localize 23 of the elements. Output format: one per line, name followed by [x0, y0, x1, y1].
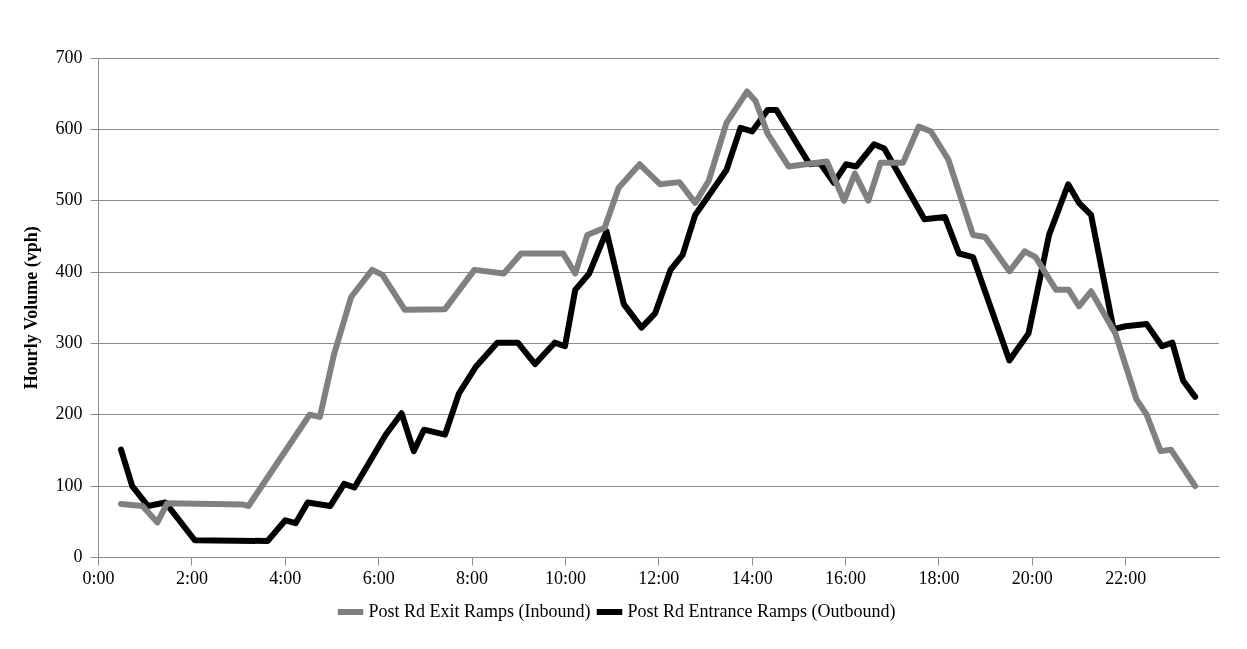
x-tick-label: 14:00	[731, 567, 773, 588]
x-tick-label: 2:00	[175, 567, 208, 588]
x-tick-label: 16:00	[825, 567, 867, 588]
x-tick-label: 0:00	[82, 567, 115, 588]
x-tick-label: 8:00	[456, 567, 489, 588]
x-tick-label: 4:00	[269, 567, 302, 588]
x-tick-label: 20:00	[1011, 567, 1053, 588]
x-tick-label: 10:00	[544, 567, 586, 588]
y-tick-label: 400	[55, 260, 83, 281]
y-tick-label: 500	[55, 189, 83, 210]
y-tick-label: 100	[55, 474, 83, 495]
y-tick-label: 700	[55, 46, 83, 67]
y-tick-label: 600	[55, 118, 83, 139]
y-tick-label: 0	[73, 546, 83, 567]
x-tick-label: 18:00	[918, 567, 960, 588]
legend-label: Post Rd Exit Ramps (Inbound)	[368, 600, 591, 622]
y-tick-label: 300	[55, 332, 83, 353]
y-axis-title: Hourly Volume (vph)	[21, 226, 43, 390]
legend-label: Post Rd Entrance Ramps (Outbound)	[627, 600, 896, 622]
y-tick-label: 200	[55, 403, 83, 424]
x-tick-label: 6:00	[362, 567, 395, 588]
x-tick-label: 22:00	[1105, 567, 1147, 588]
x-tick-label: 12:00	[638, 567, 680, 588]
